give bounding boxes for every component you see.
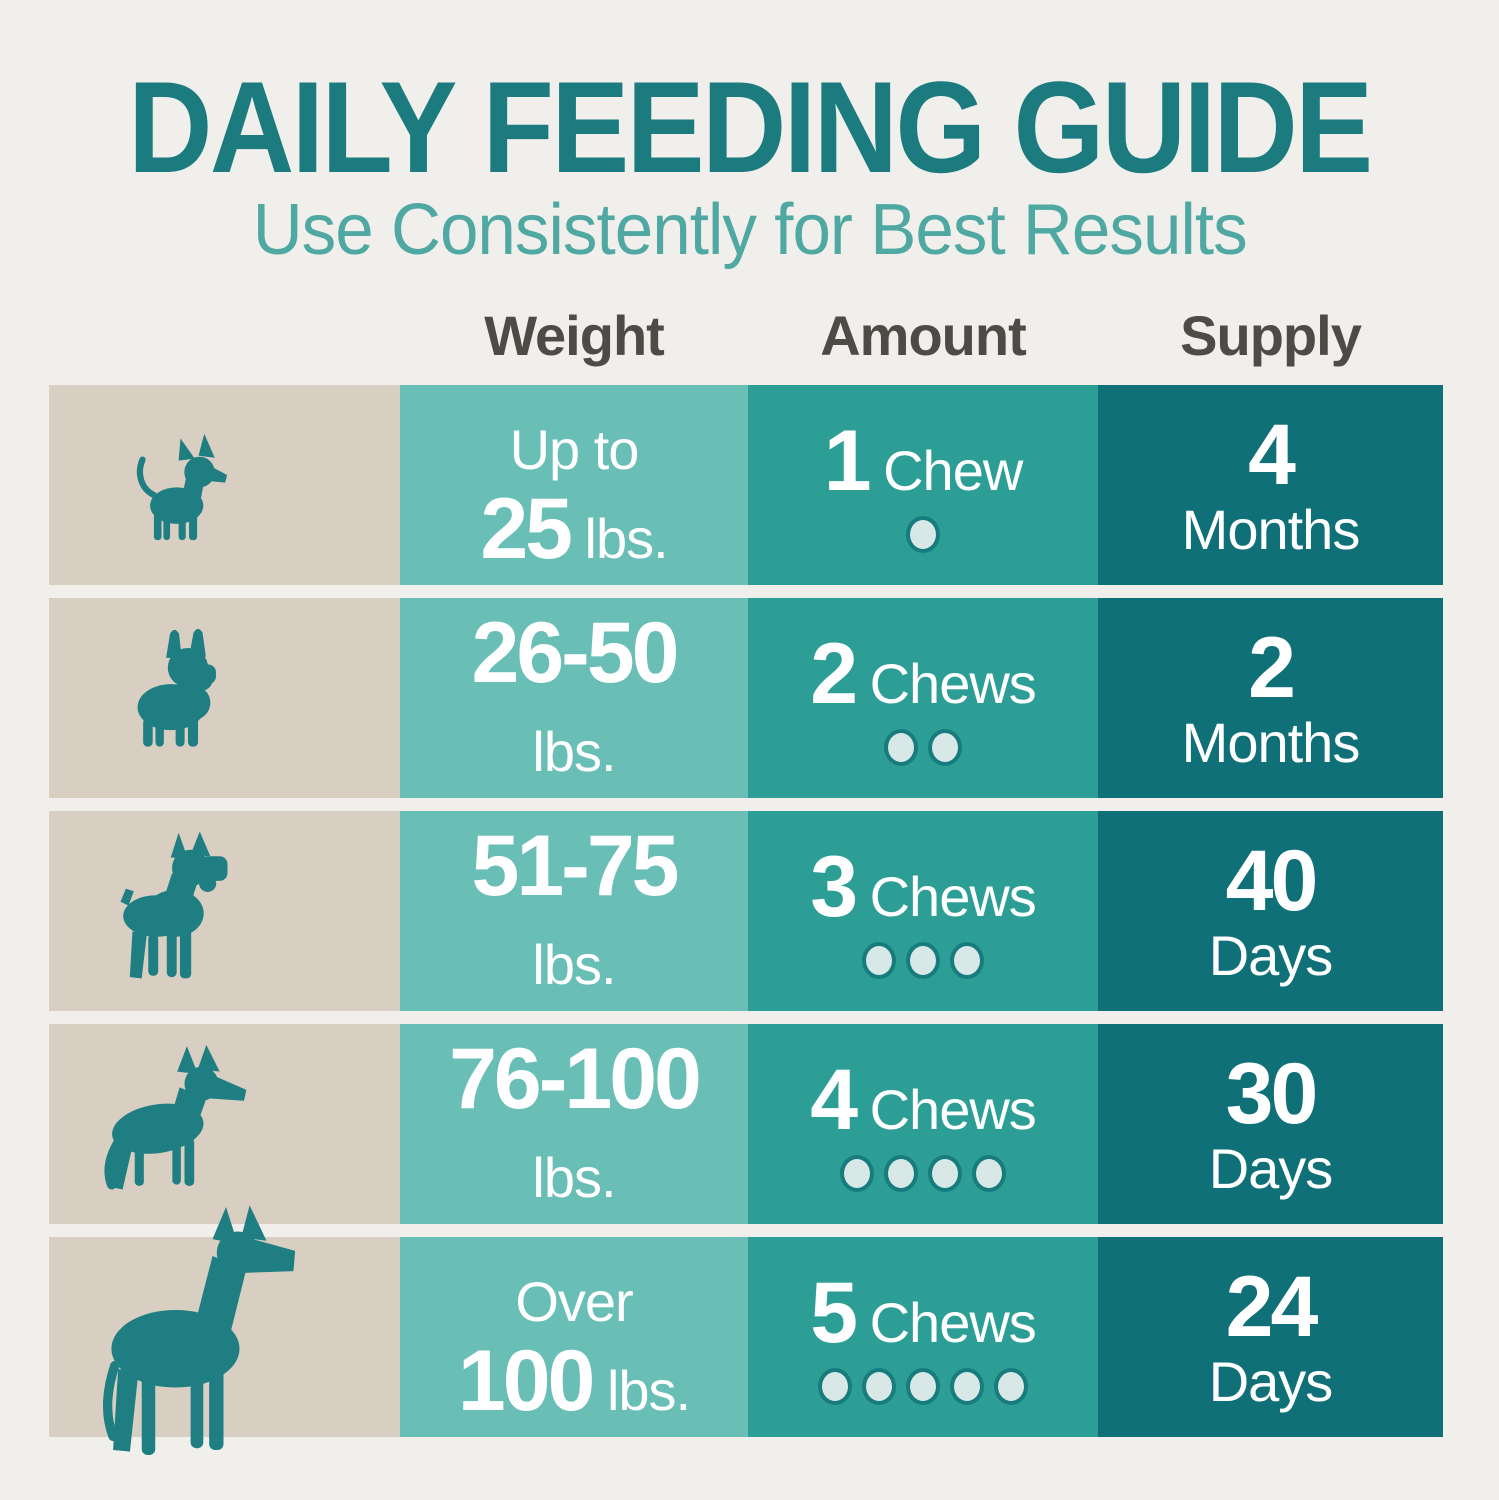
boxer-icon [120,831,228,979]
weight-cell: 26-50 lbs. [400,598,748,798]
chew-dot [840,1154,874,1192]
chew-dot [906,941,940,979]
supply-unit: Months [1181,497,1361,561]
chew-dot [972,1154,1006,1192]
chew-dot [928,1154,962,1192]
supply-unit: Months [1181,710,1361,774]
supply-cell: 30 Days [1098,1024,1443,1224]
chew-dot [950,941,984,979]
chew-dot [994,1367,1028,1405]
subheader: Use Consistently for Best Results [0,194,1499,266]
table-row-up-to-25-lbs: Up to 25 lbs. 1 Chew 4 Months [49,385,1443,585]
weight-line1: 26-50 [471,604,680,701]
supply-cell: 4 Months [1098,385,1443,585]
dog-cell [49,598,400,798]
supply-unit: Days [1208,923,1334,987]
column-header-supply: Supply [1180,304,1362,367]
amount-label: 3 Chews [810,839,1037,936]
chew-dot [928,728,962,766]
chew-dot [884,1154,918,1192]
supply-value: 30 [1225,1046,1319,1143]
chew-dot [818,1367,852,1405]
chihuahua-icon [136,433,228,541]
amount-cell: 5 Chews [748,1237,1098,1437]
chew-dot [950,1367,984,1405]
chew-dot [906,515,940,553]
amount-cell: 2 Chews [748,598,1098,798]
chew-dots [857,941,989,979]
chew-dots [879,728,967,766]
supply-value: 4 [1248,407,1296,504]
supply-value: 40 [1225,833,1319,930]
weight-line2: lbs. [532,1146,616,1209]
table-column-headers: Weight Amount Supply [49,308,1443,364]
chew-dots [813,1367,1033,1405]
weight-line2: lbs. [532,933,616,996]
page-title: DAILY FEEDING GUIDE [128,54,1373,200]
chew-dot [884,728,918,766]
supply-cell: 40 Days [1098,811,1443,1011]
weight-cell: Over 100 lbs. [400,1237,748,1437]
column-header-weight: Weight [484,304,665,367]
dog-cell [49,385,400,585]
dog-cell [49,811,400,1011]
chew-dot [906,1367,940,1405]
amount-label: 5 Chews [810,1265,1037,1362]
amount-label: 1 Chew [823,413,1024,510]
supply-value: 2 [1248,620,1296,717]
chew-dots [901,515,945,553]
table-row-26-50-lbs: 26-50 lbs. 2 Chews 2 Months [49,598,1443,798]
weight-line2: 100 lbs. [457,1333,691,1429]
weight-cell: 76-100 lbs. [400,1024,748,1224]
dog-cell [49,1205,400,1455]
chew-dot [862,941,896,979]
header: DAILY FEEDING GUIDE [0,62,1499,192]
amount-label: 4 Chews [810,1052,1037,1149]
table-row-51-75-lbs: 51-75 lbs. 3 Chews 40 Days [49,811,1443,1011]
dog-cell [49,1024,400,1224]
amount-label: 2 Chews [810,626,1037,723]
amount-cell: 4 Chews [748,1024,1098,1224]
column-header-amount: Amount [820,304,1027,367]
weight-line1: Over [515,1269,633,1333]
weight-line1: 76-100 [449,1030,702,1127]
amount-cell: 1 Chew [748,385,1098,585]
french-bulldog-icon [137,628,216,747]
weight-cell: Up to 25 lbs. [400,385,748,585]
supply-cell: 2 Months [1098,598,1443,798]
page-subtitle: Use Consistently for Best Results [252,190,1248,270]
table-row-76-100-lbs: 76-100 lbs. 4 Chews 30 Days [49,1024,1443,1224]
supply-unit: Days [1208,1349,1334,1413]
supply-cell: 24 Days [1098,1237,1443,1437]
weight-cell: 51-75 lbs. [400,811,748,1011]
column-header-spacer [49,308,400,364]
chew-dot [862,1367,896,1405]
supply-value: 24 [1225,1259,1319,1356]
weight-line1: Up to [509,417,640,481]
weight-line2: lbs. [532,720,616,783]
german-shepherd-icon [104,1044,247,1190]
weight-line2: 25 lbs. [480,481,668,577]
supply-unit: Days [1208,1136,1334,1200]
feeding-guide-table: Up to 25 lbs. 1 Chew 4 Months [49,385,1443,1455]
great-dane-icon [102,1205,296,1455]
chew-dots [835,1154,1011,1192]
table-row-over-100-lbs: Over 100 lbs. 5 Chews 24 Days [49,1205,1443,1455]
amount-cell: 3 Chews [748,811,1098,1011]
weight-line1: 51-75 [471,817,680,914]
